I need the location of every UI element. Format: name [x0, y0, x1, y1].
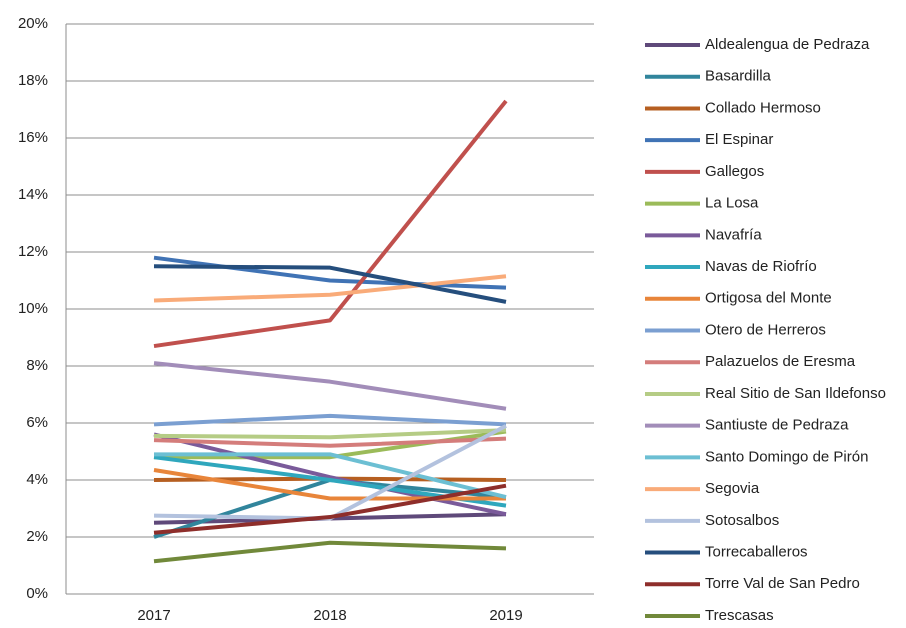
y-tick-label: 8%: [26, 357, 48, 374]
series-line: [153, 428, 507, 440]
series-line: [153, 483, 507, 535]
series-line: [153, 413, 507, 427]
legend-label: Basardilla: [705, 68, 772, 85]
y-tick-label: 10%: [18, 300, 48, 317]
legend-label: Segovia: [705, 480, 760, 497]
legend-label: Sotosalbos: [705, 512, 779, 529]
series-line: [153, 432, 507, 517]
series-line: [154, 452, 507, 500]
legend-label: El Espinar: [705, 131, 773, 148]
legend-label: Gallegos: [705, 163, 764, 180]
series-line: [153, 99, 508, 349]
legend-label: Palazuelos de Eresma: [705, 353, 856, 370]
y-tick-label: 2%: [26, 528, 48, 545]
y-tick-label: 0%: [26, 585, 48, 602]
y-tick-label: 6%: [26, 414, 48, 431]
legend-label: Aldealengua de Pedraza: [705, 36, 870, 53]
x-tick-label: 2018: [313, 607, 346, 624]
series-line: [153, 540, 507, 564]
series-line: [153, 361, 507, 411]
y-tick-label: 4%: [26, 471, 48, 488]
x-tick-label: 2019: [489, 607, 522, 624]
y-tick-label: 20%: [18, 15, 48, 32]
y-tick-label: 12%: [18, 243, 48, 260]
series-line: [153, 274, 507, 303]
legend-label: La Losa: [705, 195, 759, 212]
y-tick-label: 18%: [18, 72, 48, 89]
series-line: [153, 436, 507, 448]
series-line: [153, 468, 506, 501]
y-tick-label: 16%: [18, 129, 48, 146]
legend-label: Torrecaballeros: [705, 544, 808, 561]
legend-label: Torre Val de San Pedro: [705, 575, 860, 592]
legend-label: Collado Hermoso: [705, 99, 821, 116]
series-line: [153, 264, 507, 304]
legend-label: Ortigosa del Monte: [705, 290, 832, 307]
legend-label: Otero de Herreros: [705, 321, 826, 338]
legend-label: Real Sitio de San Ildefonso: [705, 385, 886, 402]
legend-label: Navas de Riofrío: [705, 258, 817, 275]
y-tick-label: 14%: [18, 186, 48, 203]
legend-label: Trescasas: [705, 607, 774, 624]
x-tick-label: 2017: [137, 607, 170, 624]
legend-label: Santiuste de Pedraza: [705, 417, 849, 434]
legend-label: Navafría: [705, 226, 762, 243]
legend-label: Santo Domingo de Pirón: [705, 448, 868, 465]
